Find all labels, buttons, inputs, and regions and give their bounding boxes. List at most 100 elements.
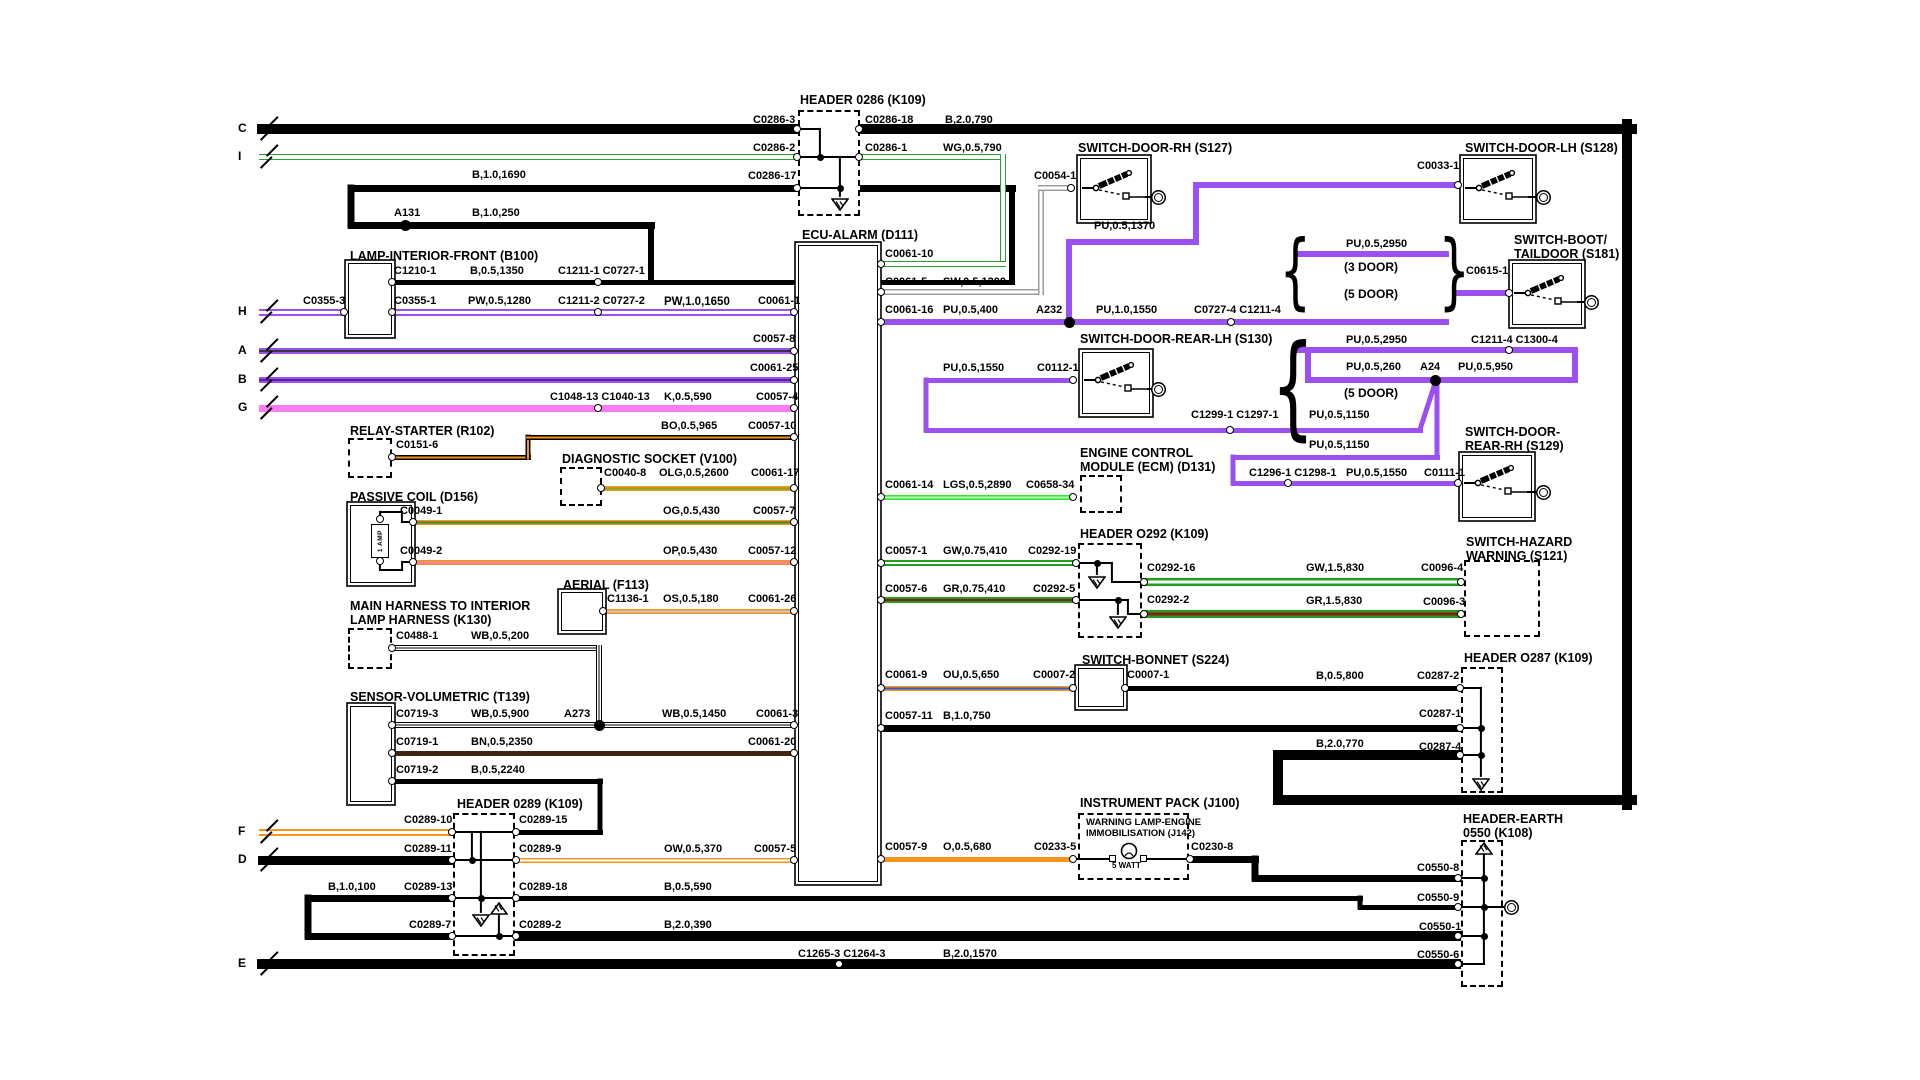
internal-line [1127,613,1145,615]
component-title-header-earth-0550-k108: HEADER-EARTH 0550 (K108) [1463,812,1563,840]
component-title-lamp-interior-front-b100: LAMP-INTERIOR-FRONT (B100) [350,249,539,263]
component-aerial-f113 [561,592,603,631]
connector-dot [388,453,396,461]
wire-label: C0550-1 [1419,921,1462,933]
wire-label: LGS,0.5,2890 [943,479,1012,491]
wire-b [1009,185,1015,285]
component-title-header-o287: HEADER O287 (K109) [1464,651,1593,665]
component-lamp-interior-front-b100 [348,263,392,335]
wire-label: C0057-1 [885,545,928,557]
wire-label: PU,0.5,2950 [1346,238,1408,250]
component-title-diagnostic-socket-v100: DIAGNOSTIC SOCKET (V100) [562,452,738,466]
wire-b [1357,904,1461,910]
wire-label: B,0.5,800 [1316,670,1364,682]
wire-wg [859,154,1006,160]
connector-dot [877,855,885,863]
component-title-relay-starter-r102: RELAY-STARTER (R102) [350,424,495,438]
connector-dot [388,278,396,286]
connector-dot [409,518,417,526]
earth-ring-icon [1153,384,1163,394]
connector-dot [1069,855,1077,863]
wire-label: C0061-10 [885,248,934,260]
internal-line [1146,858,1190,860]
component-diagnostic-socket-v100 [560,467,602,506]
wire-gw [880,560,1078,566]
connector-dot [1456,684,1464,692]
wire-label: C0007-2 [1033,669,1076,681]
option-brace: { [1271,319,1315,452]
wire-label: C0096-4 [1421,562,1464,574]
internal-line [1483,906,1505,908]
wire-label: B,0.5,2240 [471,764,525,776]
internal-line [1460,963,1485,965]
wire-label: C0292-5 [1033,583,1076,595]
wire-b [1251,874,1462,882]
wire-b [304,894,456,902]
connector-dot [1140,578,1148,586]
connector-dot [448,856,456,864]
wire-label: C0057-11 [885,710,933,722]
wire-label: 5 WATT [1112,861,1141,870]
wire-label: C0057-5 [754,843,797,855]
wire-label: C0289-9 [519,843,562,855]
wire-label: C0057-12 [748,545,797,557]
internal-line [1528,196,1538,198]
component-title-instrument-pack-j100: INSTRUMENT PACK (J100) [1080,796,1240,810]
wire-label: PU,0.5,260 [1346,361,1402,373]
wire-k [258,404,799,412]
connector-dot [790,856,798,864]
wire-label: WB,0.5,200 [471,630,530,642]
wire-b [391,279,1015,285]
wire-label: C0287-4 [1419,741,1462,753]
internal-line [799,187,841,189]
component-relay-starter-r102 [348,438,392,478]
wire-sw [880,289,1044,295]
component-title-switch-bonnet-s224: SWITCH-BONNET (S224) [1082,653,1230,667]
ground-icon [1108,616,1128,634]
offpage-letter-f: F [238,824,246,838]
wire-label: A232 [1036,304,1063,316]
connector-dot [388,644,396,652]
wire-label: C0061-20 [748,736,797,748]
wire-gw [1141,578,1463,586]
wire-pu [1297,251,1449,257]
internal-line [1577,301,1586,303]
wire-label: GW,0.75,410 [943,545,1008,557]
connector-dot [594,308,602,316]
connector-dot [793,153,801,161]
wire-pu [923,427,1423,433]
internal-line [1079,562,1098,564]
wire-label: B,1.0,100 [328,881,376,893]
wire-b [304,932,456,940]
component-title-switch-door-rh-s127: SWITCH-DOOR-RH (S127) [1078,141,1233,155]
wire-label: B,2.0,1570 [943,948,997,960]
internal-line [1462,754,1482,756]
wire-olg [600,485,798,491]
wire-pu [1066,239,1199,245]
junction-dot [1480,874,1488,882]
component-title-switch-door-rear-lh-s130: SWITCH-DOOR-REAR-LH (S130) [1080,332,1273,346]
wire-label: C0054-1 [1034,170,1077,182]
wire-label: C0151-6 [396,439,439,451]
wire-label: C0615-1 [1466,265,1509,277]
fuse-1amp: 1 AMP [371,524,389,558]
connector-dot [512,932,520,940]
wire-os [602,608,798,614]
warning-lamp-bulb-icon [1117,840,1141,869]
component-title-header-o292: HEADER O292 (K109) [1080,527,1209,541]
offpage-letter-c: C [238,121,247,135]
wire-label: OS,0.5,180 [663,593,719,605]
wire-pb [259,377,798,383]
wire-bo [391,454,531,460]
connector-dot [376,557,384,565]
internal-line [799,156,859,158]
wire-label: C0727-4 C1211-4 [1194,304,1281,316]
wire-label: C0289-11 [404,843,452,855]
junction-dot [1114,596,1122,604]
wire-label: C0112-1 [1037,362,1079,374]
connector-dot [1072,596,1080,604]
wire-label: C0057-10 [748,420,797,432]
connector-dot [1456,751,1464,759]
wire-b [257,124,802,134]
component-title-sensor-volumetric-t139: SENSOR-VOLUMETRIC (T139) [350,690,530,704]
